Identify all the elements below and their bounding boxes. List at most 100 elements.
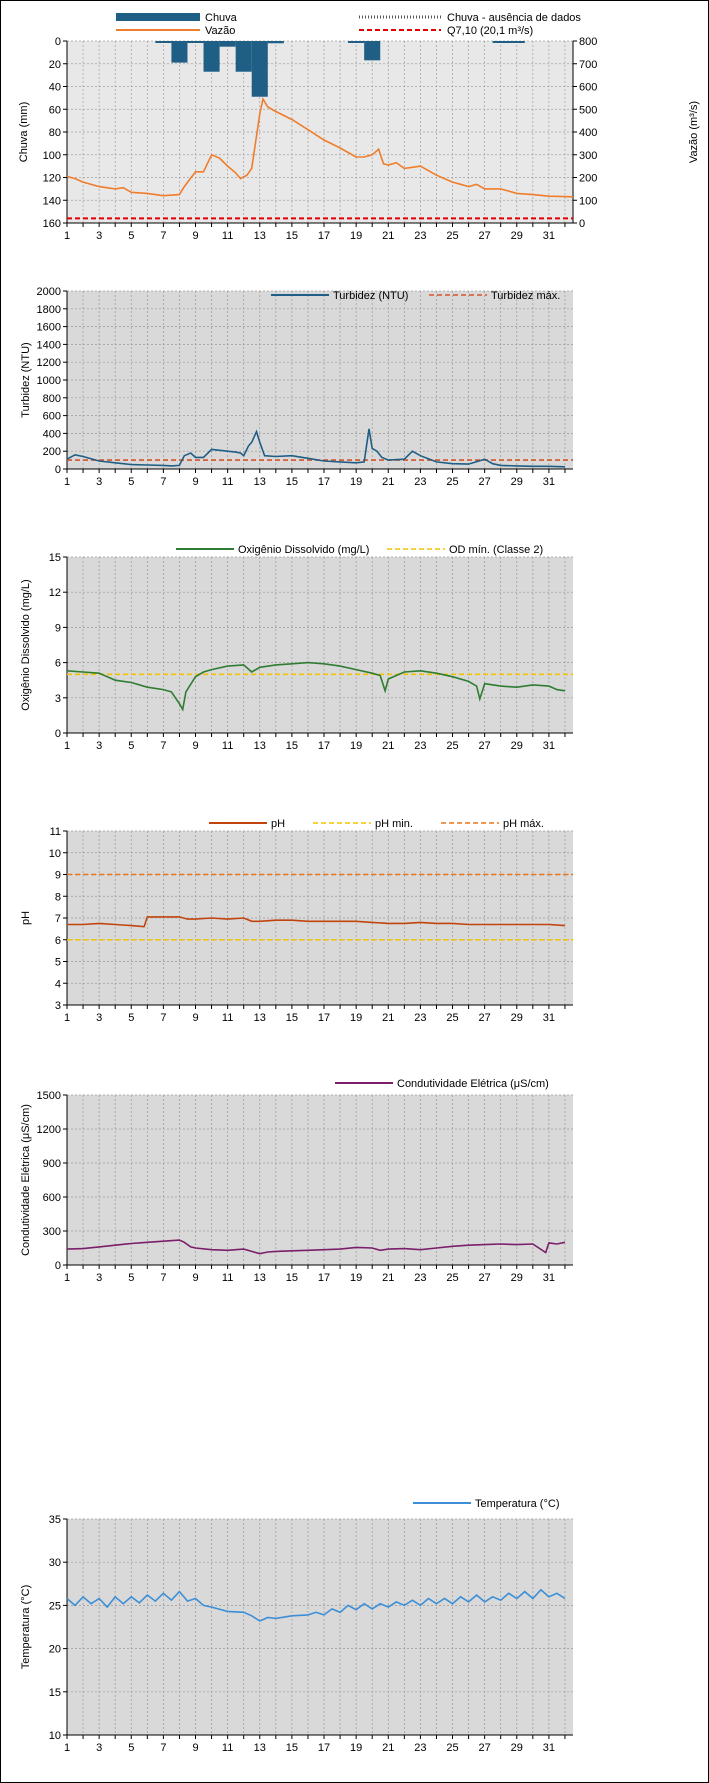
y-tick-label-right: 800: [579, 36, 597, 48]
ph-max-legend-label: pH máx.: [503, 818, 544, 830]
c3-y-tick-label: 8: [55, 891, 61, 903]
turbidez-legend-label: Turbidez (NTU): [333, 290, 408, 302]
rain-bar: [492, 41, 525, 43]
c2-x-tick-label: 23: [414, 740, 426, 752]
c4-x-tick-label: 21: [382, 1272, 394, 1284]
y-tick-label-right: 100: [579, 195, 597, 207]
c3-x-tick-label: 5: [128, 1012, 134, 1024]
c1-y-tick-label: 800: [43, 393, 61, 405]
ph-min-legend-label: pH min.: [375, 818, 413, 830]
c3-y-tick-label: 10: [49, 848, 61, 860]
c5-x-tick-label: 9: [192, 1742, 198, 1754]
rain-bar: [235, 41, 252, 72]
c1-x-tick-label: 3: [96, 476, 102, 488]
c3-y-tick-label: 4: [55, 978, 61, 990]
c1-x-tick-label: 23: [414, 476, 426, 488]
c4-x-tick-label: 27: [479, 1272, 491, 1284]
c1-x-tick-label: 31: [543, 476, 555, 488]
c2-x-tick-label: 5: [128, 740, 134, 752]
c2-x-tick-label: 31: [543, 740, 555, 752]
y-tick-label-left: 140: [43, 195, 61, 207]
c1-x-tick-label: 5: [128, 476, 134, 488]
od-min-legend-label: OD mín. (Classe 2): [449, 544, 543, 556]
c3-x-tick-label: 7: [160, 1012, 166, 1024]
y-tick-label-left: 160: [43, 218, 61, 230]
c1-x-tick-label: 13: [254, 476, 266, 488]
c5-x-tick-label: 1: [64, 1742, 70, 1754]
series-line: [67, 916, 566, 928]
c3-x-tick-label: 11: [222, 1012, 233, 1024]
c2-y-tick-label: 15: [49, 552, 61, 564]
y-tick-label-right: 600: [579, 82, 597, 94]
rain-bar: [187, 41, 204, 43]
c4-plot-area: [67, 1095, 573, 1265]
c1-y-tick-label: 200: [43, 446, 61, 458]
rain-bar: [155, 41, 172, 43]
c1-y-tick-label: 1200: [37, 357, 61, 369]
y-tick-label-left: 100: [43, 150, 61, 162]
c2-x-tick-label: 7: [160, 740, 166, 752]
c2-x-tick-label: 9: [192, 740, 198, 752]
c1-y-tick-label: 2000: [37, 286, 61, 298]
c2-y-tick-label: 6: [55, 658, 61, 670]
c2-y-tick-label: 3: [55, 693, 61, 705]
y-tick-label-right: 500: [579, 104, 597, 116]
y-tick-label-left: 80: [49, 127, 61, 139]
y-axis-label: Oxigênio Dissolvido (mg/L): [20, 579, 32, 710]
c4-y-tick-label: 300: [43, 1226, 61, 1238]
c5-x-tick-label: 17: [318, 1742, 330, 1754]
x-tick-label: 15: [286, 230, 298, 242]
c3-y-tick-label: 5: [55, 957, 61, 969]
c4-y-tick-label: 600: [43, 1192, 61, 1204]
c1-x-tick-label: 27: [479, 476, 491, 488]
y-tick-label-right: 200: [579, 173, 597, 185]
c3-x-tick-label: 1: [64, 1012, 70, 1024]
c3-x-tick-label: 19: [350, 1012, 362, 1024]
c4-x-tick-label: 31: [543, 1272, 555, 1284]
c2-x-tick-label: 21: [382, 740, 394, 752]
y-tick-label-right: 400: [579, 127, 597, 139]
c5-x-tick-label: 29: [511, 1742, 523, 1754]
c4-x-tick-label: 9: [192, 1272, 198, 1284]
c1-y-tick-label: 1800: [37, 304, 61, 316]
c1-x-tick-label: 21: [382, 476, 394, 488]
legend-label-vazao: Vazão: [205, 25, 235, 37]
x-tick-label: 3: [96, 230, 102, 242]
c4-y-tick-label: 0: [55, 1260, 61, 1272]
x-tick-label: 9: [192, 230, 198, 242]
c2-x-tick-label: 25: [446, 740, 458, 752]
y-tick-label-left: 40: [49, 82, 61, 94]
series-line: [66, 1239, 566, 1255]
y-axis-label: Condutividade Elétrica (μS/cm): [20, 1104, 32, 1256]
temperatura-legend-label: Temperatura (°C): [475, 1498, 559, 1510]
c5-x-tick-label: 23: [414, 1742, 426, 1754]
rain-bar: [171, 41, 188, 63]
c3-x-tick-label: 23: [414, 1012, 426, 1024]
c3-x-tick-label: 15: [286, 1012, 298, 1024]
c4-x-tick-label: 15: [286, 1272, 298, 1284]
y-tick-label-right: 300: [579, 150, 597, 162]
ph-legend-label: pH: [271, 818, 285, 830]
c3-x-tick-label: 9: [192, 1012, 198, 1024]
y-tick-label-left: 20: [49, 59, 61, 71]
c5-x-tick-label: 27: [479, 1742, 491, 1754]
c5-y-tick-label: 30: [49, 1557, 61, 1569]
c2-plot-area: [67, 557, 573, 733]
x-tick-label: 17: [318, 230, 330, 242]
c1-y-tick-label: 1000: [37, 375, 61, 387]
c4-x-tick-label: 5: [128, 1272, 134, 1284]
series-line: [66, 1588, 566, 1622]
c4-x-tick-label: 13: [254, 1272, 266, 1284]
x-tick-label: 31: [543, 230, 555, 242]
y-axis-label: pH: [20, 911, 32, 925]
turbidez-max-legend-label: Turbidez máx.: [491, 290, 560, 302]
c1-x-tick-label: 9: [192, 476, 198, 488]
y-tick-label-left: 0: [55, 36, 61, 48]
rain-bar: [364, 41, 381, 61]
c1-x-tick-label: 25: [446, 476, 458, 488]
c1-x-tick-label: 19: [350, 476, 362, 488]
od-legend-label: Oxigênio Dissolvido (mg/L): [238, 544, 369, 556]
